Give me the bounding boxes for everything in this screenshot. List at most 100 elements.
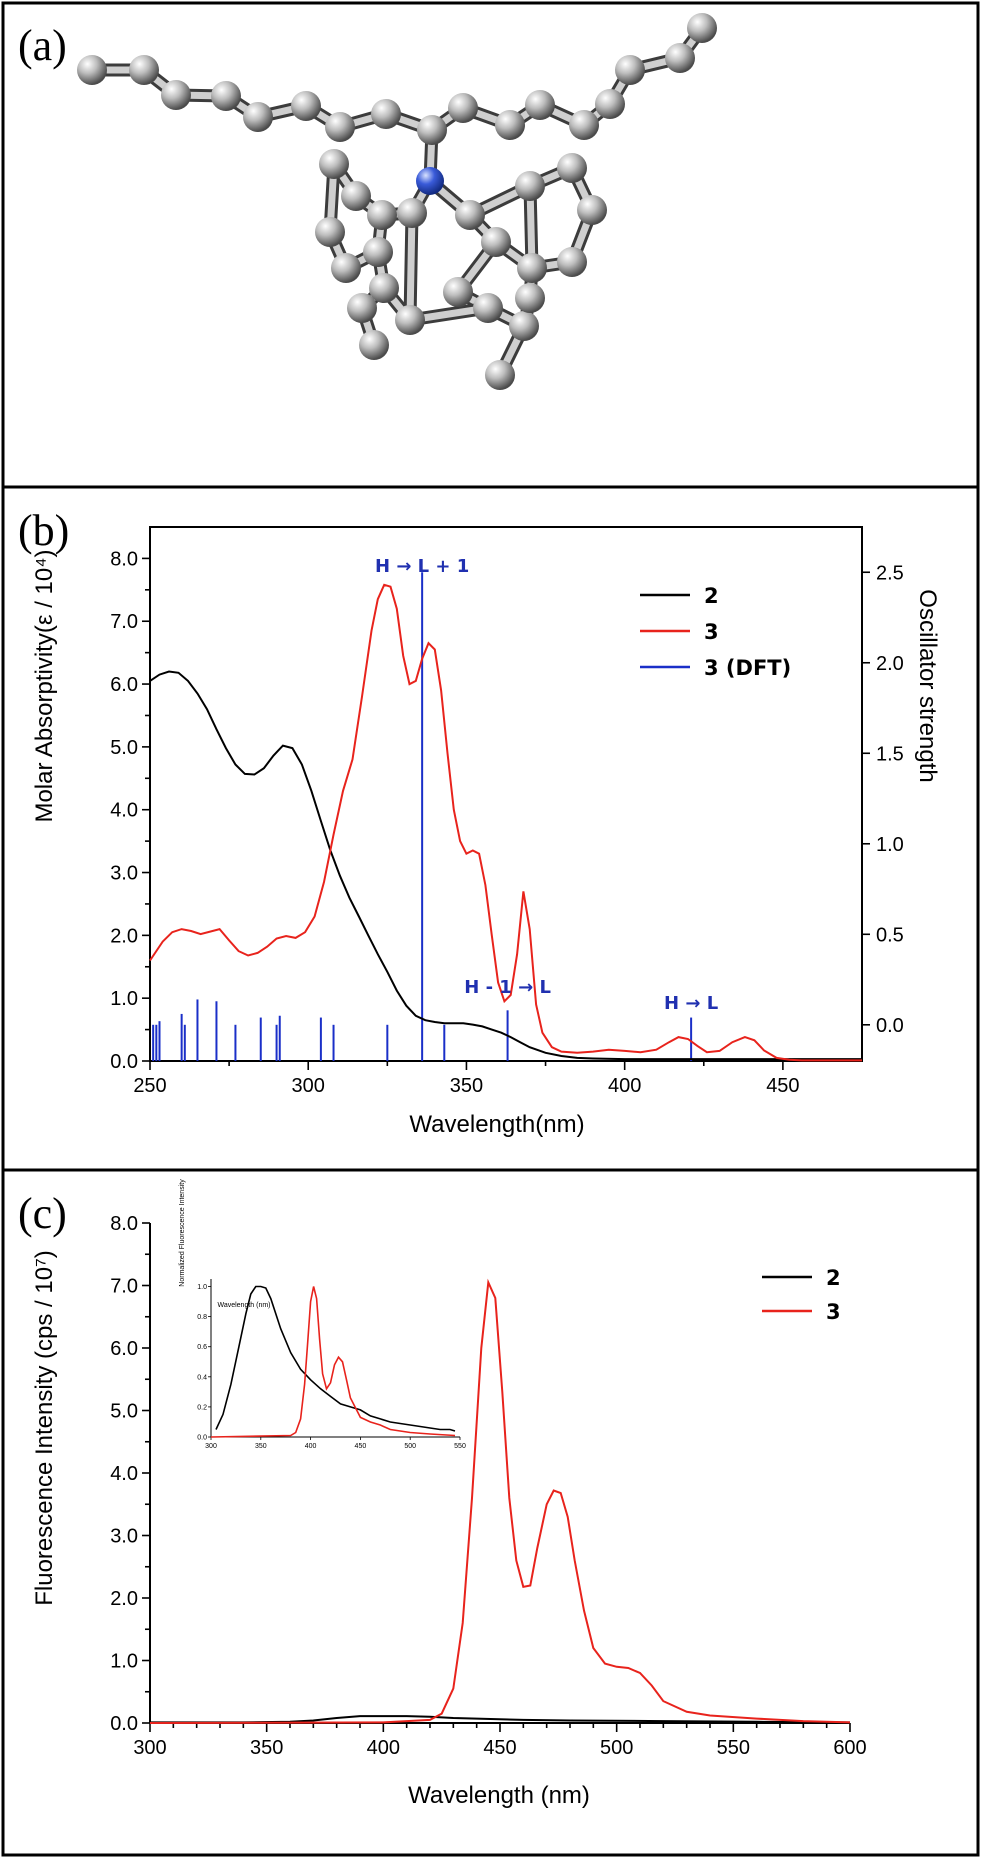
c-legend-label: 3	[826, 1300, 841, 1324]
c-ytick-label: 7.0	[110, 1276, 138, 1298]
c-xtick-label: 350	[250, 1737, 283, 1759]
inset-chart: Wavelength (nm) Normalized Fluorescence …	[179, 1179, 466, 1450]
inset-xtick-label: 500	[404, 1443, 416, 1450]
carbon-atom	[517, 253, 547, 283]
series-2-line	[149, 670, 862, 1061]
inset-ytick-label: 0.6	[197, 1344, 207, 1351]
b-ytick-label: 5.0	[110, 737, 138, 759]
panel-label-b: (b)	[18, 506, 69, 555]
c-ytick-label: 5.0	[110, 1401, 138, 1423]
carbon-atom	[369, 273, 399, 303]
b-xtick-label: 250	[133, 1075, 166, 1097]
b-xtick-label: 400	[608, 1075, 641, 1097]
b-xtick-label: 450	[766, 1075, 799, 1097]
inset-xtick-label: 450	[355, 1443, 367, 1450]
absorption-chart: Molar Absorptivity(ε / 10⁴) Oscillator s…	[31, 526, 941, 1138]
c-ytick-label: 3.0	[110, 1526, 138, 1548]
b-y2tick-label: 2.5	[876, 562, 904, 584]
b-xtick-label: 350	[450, 1075, 483, 1097]
c-ytick-label: 1.0	[110, 1651, 138, 1673]
carbon-atom	[243, 102, 273, 132]
b-legend-label: 3 (DFT)	[704, 656, 791, 680]
inset-series-3-line	[210, 1286, 456, 1438]
carbon-atom	[495, 110, 525, 140]
carbon-atom	[557, 247, 587, 277]
bond	[406, 209, 416, 324]
inset-ylabel: Normalized Fluorescence Intensity	[179, 1179, 186, 1287]
carbon-atom	[443, 277, 473, 307]
carbon-atom	[509, 311, 539, 341]
b-y2tick-label: 0.5	[876, 924, 904, 946]
c-xtick-label: 500	[600, 1737, 633, 1759]
carbon-atom	[448, 93, 478, 123]
inset-xtick-label: 400	[305, 1443, 317, 1450]
fluorescence-chart: Fluorescence Intensity (cps / 10⁷) Wavel…	[31, 1179, 867, 1809]
carbon-atom	[347, 293, 377, 323]
c-xtick-label: 450	[483, 1737, 516, 1759]
carbon-atom	[325, 112, 355, 142]
b-ytick-label: 0.0	[110, 1051, 138, 1073]
b-ytick-label: 2.0	[110, 925, 138, 947]
carbon-atom	[481, 227, 511, 257]
b-plot-frame	[149, 526, 863, 1062]
carbon-atom	[515, 283, 545, 313]
carbon-atom	[417, 115, 447, 145]
b-ytick-label: 6.0	[110, 674, 138, 696]
inset-xtick-label: 300	[205, 1443, 217, 1450]
c-ytick-label: 6.0	[110, 1338, 138, 1360]
b-ytick-label: 4.0	[110, 800, 138, 822]
carbon-atom	[557, 153, 587, 183]
series-3-line	[149, 583, 862, 1062]
inset-ytick-label: 0.8	[197, 1314, 207, 1321]
carbon-atom	[129, 55, 159, 85]
c-xlabel: Wavelength (nm)	[408, 1782, 590, 1809]
nitrogen-atom	[416, 167, 444, 195]
carbon-atom	[595, 89, 625, 119]
c-ytick-label: 0.0	[110, 1713, 138, 1735]
c-legend-label: 2	[826, 1266, 841, 1290]
b-y2tick-label: 2.0	[876, 653, 904, 675]
c-ytick-label: 8.0	[110, 1213, 138, 1235]
inset-ytick-label: 0.4	[197, 1374, 207, 1381]
inset-ytick-label: 0.0	[197, 1435, 207, 1442]
b-xtick-label: 300	[292, 1075, 325, 1097]
carbon-atom	[367, 200, 397, 230]
carbon-atom	[455, 200, 485, 230]
b-annotation: H → L + 1	[375, 556, 469, 577]
panel-label-a: (a)	[18, 21, 67, 70]
b-y2tick-label: 1.0	[876, 834, 904, 856]
b-y2label: Oscillator strength	[914, 589, 941, 782]
carbon-atom	[161, 80, 191, 110]
carbon-atom	[473, 293, 503, 323]
c-series-3-line	[149, 1278, 851, 1724]
b-ytick-label: 3.0	[110, 863, 138, 885]
c-xtick-label: 550	[717, 1737, 750, 1759]
carbon-atom	[665, 43, 695, 73]
carbon-atom	[525, 90, 555, 120]
c-xtick-label: 600	[833, 1737, 866, 1759]
b-ylabel: Molar Absorptivity(ε / 10⁴)	[31, 549, 58, 822]
c-xtick-label: 400	[367, 1737, 400, 1759]
panel-label-c: (c)	[18, 1189, 67, 1238]
b-ytick-label: 8.0	[110, 548, 138, 570]
inset-ytick-label: 1.0	[197, 1284, 207, 1291]
c-ytick-label: 4.0	[110, 1463, 138, 1485]
b-ytick-label: 7.0	[110, 611, 138, 633]
inset-series-2-line	[215, 1285, 456, 1432]
b-xlabel: Wavelength(nm)	[409, 1111, 584, 1138]
carbon-atom	[77, 55, 107, 85]
carbon-atom	[569, 110, 599, 140]
inset-xlabel: Wavelength (nm)	[217, 1302, 270, 1309]
c-series-2-line	[150, 1715, 851, 1724]
b-annotation: H → L	[664, 993, 718, 1014]
inset-xtick-label: 550	[454, 1443, 466, 1450]
carbon-atom	[341, 181, 371, 211]
b-y2tick-label: 1.5	[876, 743, 904, 765]
b-y2tick-label: 0.0	[876, 1015, 904, 1037]
carbon-atom	[395, 305, 425, 335]
carbon-atom	[371, 99, 401, 129]
c-xtick-label: 300	[133, 1737, 166, 1759]
carbon-atom	[315, 217, 345, 247]
carbon-atom	[397, 198, 427, 228]
carbon-atom	[577, 195, 607, 225]
